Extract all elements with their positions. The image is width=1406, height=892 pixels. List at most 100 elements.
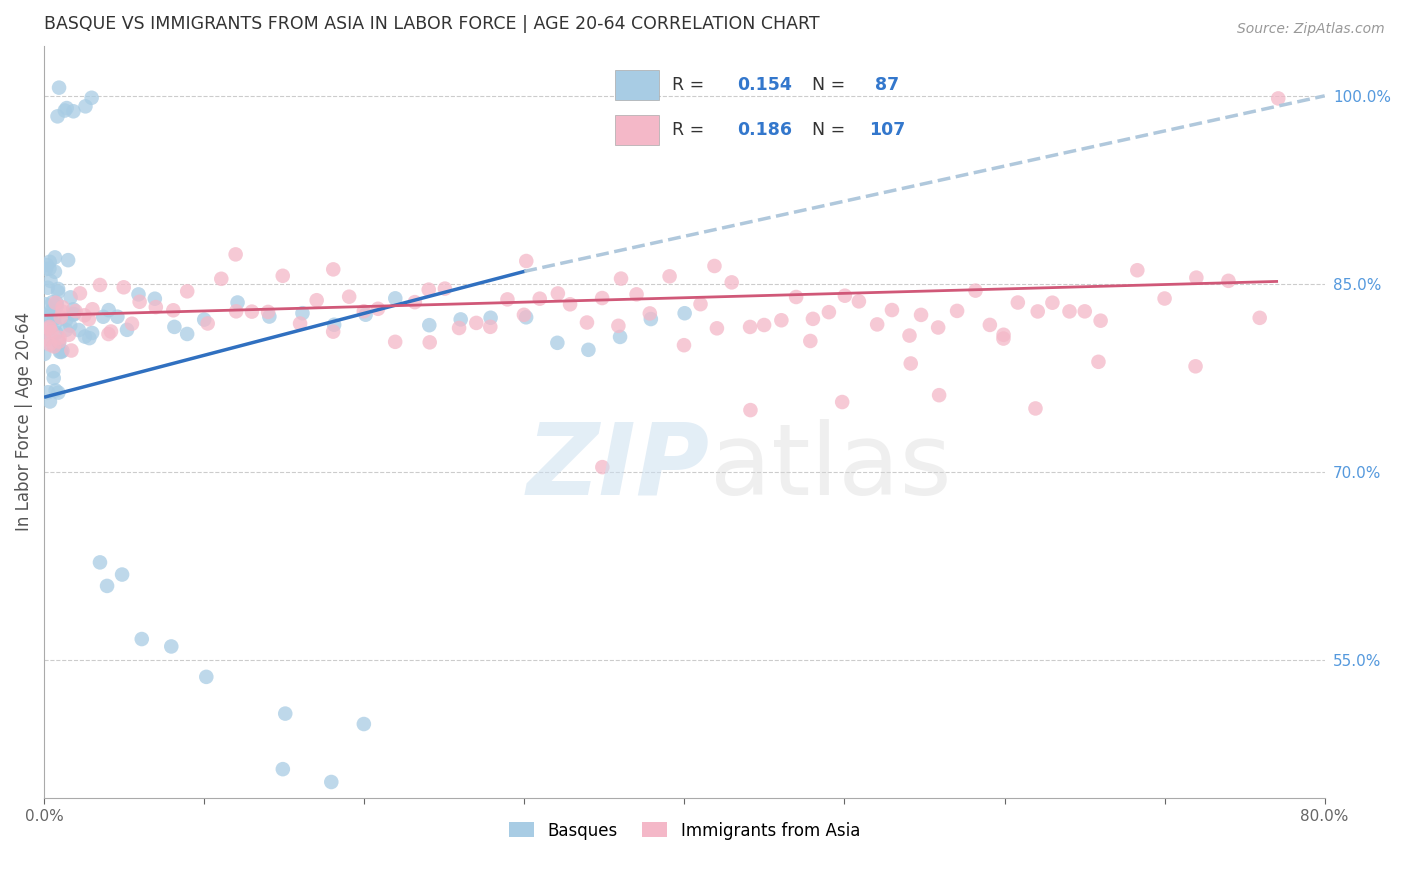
Point [226, 295, 249, 310]
Point [38, 261, 60, 276]
Point [575, 316, 598, 330]
Point [46, 385, 69, 400]
Point [274, 706, 297, 721]
Point [322, 325, 344, 339]
Point [195, 670, 218, 684]
Point [558, 297, 581, 311]
Point [515, 310, 537, 325]
Point [44, 318, 66, 332]
Point [35, 332, 58, 346]
Point [39, 394, 62, 409]
Point [69, 286, 91, 301]
Point [55, 101, 77, 115]
Point [82, 326, 104, 340]
Point [49, 345, 72, 359]
Point [42, 339, 65, 353]
Point [41, 303, 63, 318]
Point [1026, 304, 1049, 318]
Point [638, 306, 661, 320]
Point [626, 287, 648, 301]
Point [225, 304, 247, 318]
Point [193, 312, 215, 326]
Point [689, 297, 711, 311]
Point [1249, 310, 1271, 325]
Text: ZIP: ZIP [527, 418, 710, 516]
Point [1267, 91, 1289, 105]
Point [740, 403, 762, 417]
Point [121, 317, 143, 331]
Point [51, 304, 73, 318]
Point [62, 302, 84, 317]
Point [91, 310, 114, 324]
Point [37, 385, 59, 400]
Point [35, 261, 58, 276]
Point [82, 302, 104, 317]
Point [55, 312, 77, 326]
Point [591, 291, 613, 305]
Point [143, 292, 166, 306]
Point [353, 717, 375, 731]
Point [53, 103, 76, 118]
Point [51, 300, 73, 314]
Point [45, 296, 67, 310]
Point [419, 335, 441, 350]
Point [97, 303, 120, 318]
Point [34, 297, 56, 311]
Point [42, 364, 65, 378]
Point [848, 294, 870, 309]
Point [209, 272, 232, 286]
Point [79, 331, 101, 345]
Point [48, 335, 70, 350]
Point [51, 343, 73, 358]
Point [910, 308, 932, 322]
Text: atlas: atlas [710, 418, 952, 516]
Point [77, 312, 100, 326]
Point [49, 344, 72, 359]
Point [44, 295, 66, 310]
Point [38, 319, 60, 334]
Point [321, 775, 343, 789]
Point [37, 319, 59, 334]
Point [65, 304, 87, 318]
Point [546, 335, 568, 350]
Point [62, 307, 84, 321]
Point [979, 318, 1001, 332]
Point [38, 321, 60, 335]
Point [44, 311, 66, 326]
Point [45, 299, 67, 313]
Point [353, 304, 375, 318]
Point [610, 271, 633, 285]
Point [59, 318, 82, 333]
Point [56, 253, 79, 268]
Point [35, 309, 58, 323]
Point [993, 327, 1015, 342]
Point [46, 282, 69, 296]
Point [880, 303, 903, 318]
Point [673, 306, 696, 320]
Point [240, 304, 263, 318]
Point [39, 309, 62, 323]
Point [515, 254, 537, 268]
Point [898, 328, 921, 343]
Point [576, 343, 599, 357]
Point [89, 555, 111, 569]
Point [1153, 292, 1175, 306]
Point [1087, 355, 1109, 369]
Point [111, 567, 134, 582]
Point [866, 318, 889, 332]
Point [1007, 295, 1029, 310]
Point [75, 99, 97, 113]
Y-axis label: In Labor Force | Age 20-64: In Labor Force | Age 20-64 [15, 312, 32, 532]
Legend: Basques, Immigrants from Asia: Basques, Immigrants from Asia [502, 815, 866, 847]
Point [607, 318, 630, 333]
Point [384, 291, 406, 305]
Point [450, 312, 472, 326]
Point [60, 343, 83, 358]
Point [322, 262, 344, 277]
Point [38, 254, 60, 268]
Point [1059, 304, 1081, 318]
Point [42, 339, 65, 353]
Point [73, 308, 96, 322]
Point [131, 632, 153, 646]
Point [176, 285, 198, 299]
